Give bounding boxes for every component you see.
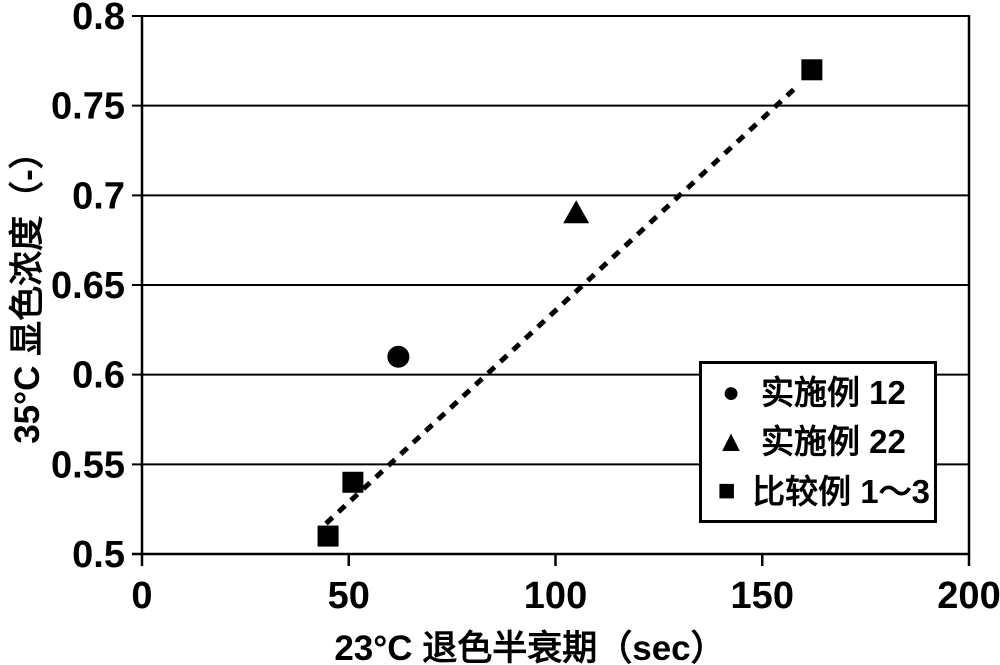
legend-label: 比较例 1～3 <box>752 472 930 510</box>
data-point-square <box>801 59 823 81</box>
legend-label: 实施例 12 <box>761 374 906 412</box>
x-tick-label: 200 <box>937 575 1000 617</box>
y-axis-title: 35°C 显色浓度（-） <box>8 134 47 444</box>
data-point-triangle <box>563 200 590 224</box>
y-tick-label: 0.65 <box>51 265 125 307</box>
data-point-circle <box>387 345 410 368</box>
x-tick-label: 150 <box>731 575 794 617</box>
data-point-square <box>317 525 339 547</box>
circle-marker-icon: ● <box>721 375 741 409</box>
x-tick-label: 50 <box>328 575 370 617</box>
legend-item-comparative1-3: ■ 比较例 1～3 <box>714 472 931 510</box>
square-marker-icon: ■ <box>717 474 736 508</box>
trendline <box>324 82 802 526</box>
y-tick-label: 0.5 <box>72 534 125 576</box>
y-tick-label: 0.75 <box>51 86 125 128</box>
triangle-marker-icon: ▲ <box>716 424 746 458</box>
y-tick-label: 0.6 <box>72 355 125 397</box>
y-tick-label: 0.7 <box>72 175 125 217</box>
legend-label: 实施例 22 <box>761 423 906 461</box>
legend: ● 实施例 12 ▲ 实施例 22 ■ 比较例 1～3 <box>699 361 937 523</box>
x-tick-label: 100 <box>524 575 587 617</box>
x-axis-title: 23°C 退色半衰期（sec） <box>334 629 726 665</box>
legend-item-example22: ▲ 实施例 22 <box>714 425 930 458</box>
x-tick-label: 0 <box>131 575 152 617</box>
legend-item-example12: ● 实施例 12 <box>714 376 930 409</box>
data-point-square <box>342 471 364 493</box>
y-tick-label: 0.55 <box>51 444 125 486</box>
y-tick-label: 0.8 <box>72 0 125 38</box>
